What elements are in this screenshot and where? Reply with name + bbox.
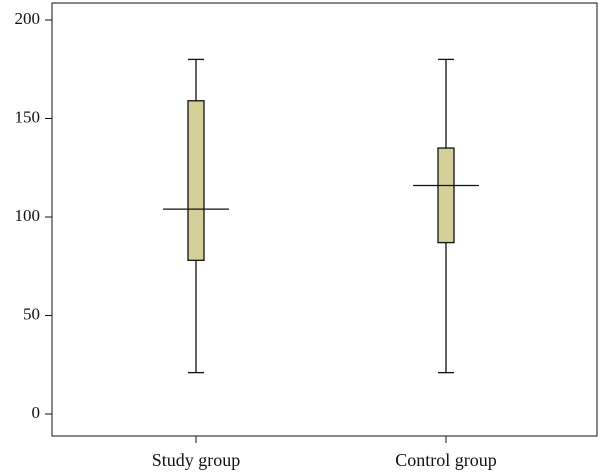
iqr-box — [437, 147, 455, 244]
y-tick-label-3: 150 — [15, 107, 41, 126]
box-study-group — [163, 58, 229, 374]
iqr-box — [187, 100, 205, 261]
y-tick-label-0: 0 — [32, 403, 41, 422]
x-axis: Study group Control group — [152, 436, 497, 470]
plot-frame — [51, 2, 598, 437]
box-control-group — [413, 58, 479, 374]
y-tick-label-2: 100 — [15, 206, 41, 225]
y-axis: 0 50 100 150 200 — [15, 9, 52, 422]
x-category-label-study-group: Study group — [152, 450, 241, 470]
x-category-label-control-group: Control group — [395, 450, 497, 470]
y-tick-label-1: 50 — [23, 304, 40, 323]
y-tick-label-4: 200 — [15, 9, 41, 28]
